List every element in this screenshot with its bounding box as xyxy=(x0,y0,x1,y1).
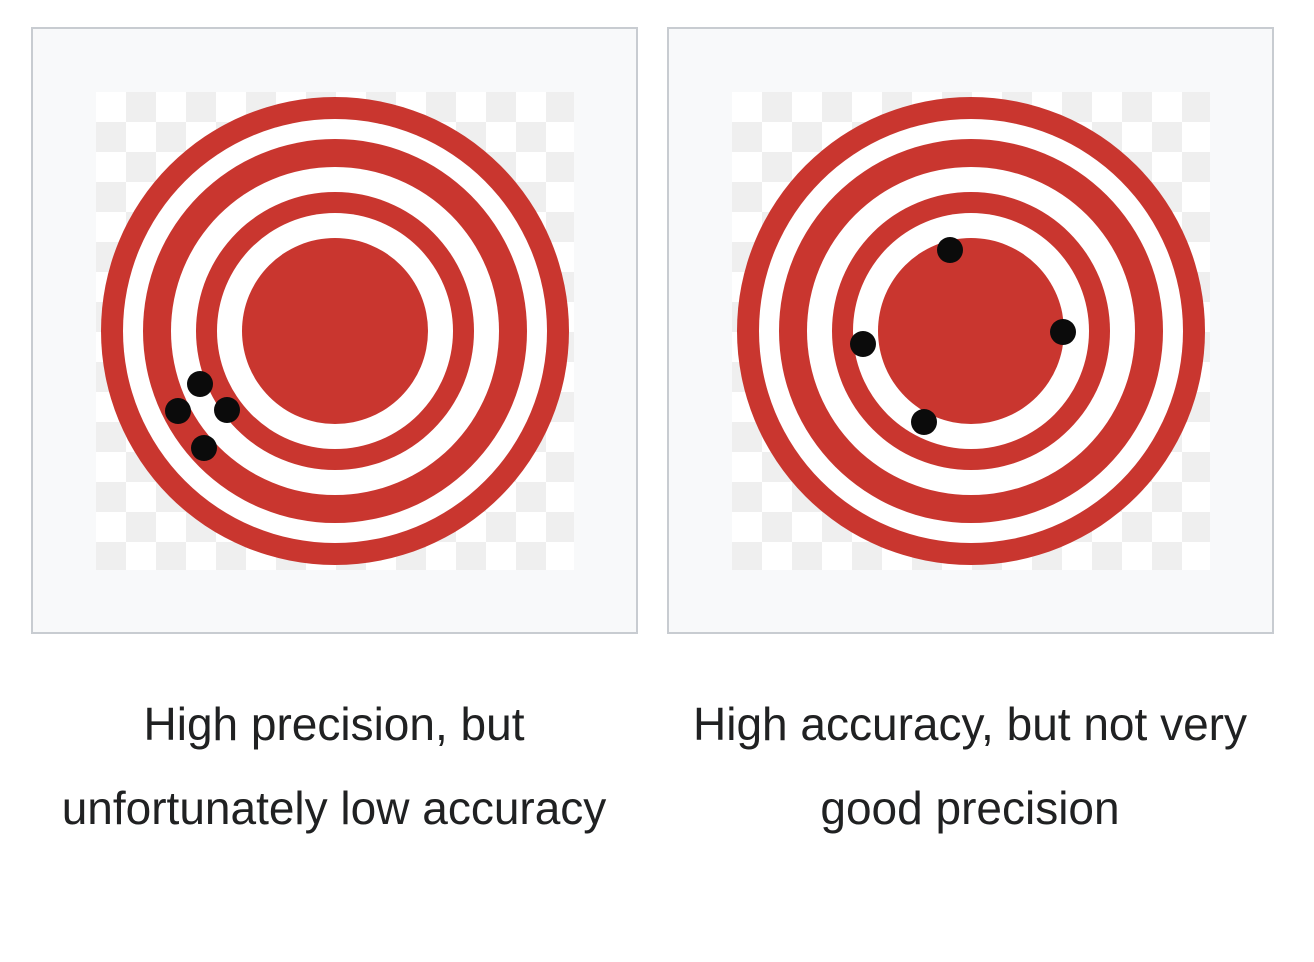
gallery-item-accuracy: High accuracy, but not very good precisi… xyxy=(667,27,1274,834)
image-frame[interactable] xyxy=(667,27,1274,634)
shot-dot xyxy=(187,371,213,397)
shot-dot xyxy=(191,435,217,461)
target-diagram-accuracy xyxy=(732,92,1210,570)
gallery-item-precision: High precision, but unfortunately low ac… xyxy=(31,27,638,834)
shot-dot xyxy=(850,331,876,357)
shot-dot xyxy=(911,409,937,435)
shot-dot xyxy=(165,398,191,424)
shot-markers xyxy=(850,237,1076,435)
target-diagram-precision xyxy=(96,92,574,570)
shot-markers xyxy=(165,371,240,461)
bullseye xyxy=(242,238,428,424)
image-frame[interactable] xyxy=(31,27,638,634)
target-rings xyxy=(737,97,1205,565)
caption-precision: High precision, but unfortunately low ac… xyxy=(61,698,607,834)
shot-dot xyxy=(214,397,240,423)
bullseye xyxy=(878,238,1064,424)
shot-dot xyxy=(937,237,963,263)
shot-dot xyxy=(1050,319,1076,345)
caption-accuracy: High accuracy, but not very good precisi… xyxy=(693,698,1247,834)
target-rings xyxy=(101,97,569,565)
